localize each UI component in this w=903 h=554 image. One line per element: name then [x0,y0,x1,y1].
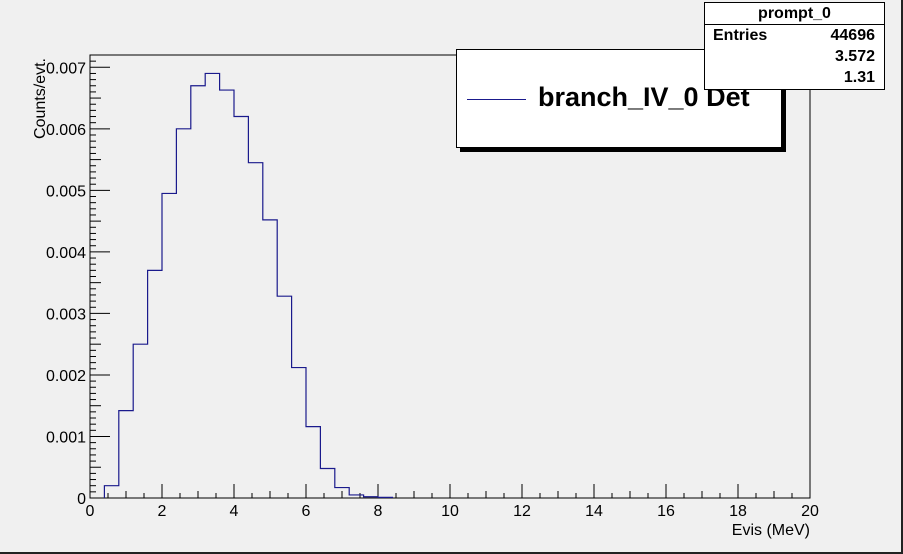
stats-row: 1.31 [705,67,884,88]
stats-value: 1.31 [843,69,875,86]
x-tick-label: 16 [657,503,675,520]
x-tick-label: 8 [374,503,383,520]
stats-label: Entries [713,27,768,44]
histogram-series [103,72,393,498]
y-tick-label: 0.002 [46,368,86,385]
y-tick-label: 0.004 [46,245,86,262]
y-tick-label: 0.006 [46,122,86,139]
x-tick-label: 6 [302,503,311,520]
y-tick-label: 0.003 [46,306,86,323]
stats-value: 3.572 [834,48,875,65]
x-tick-label: 14 [585,503,603,520]
x-tick-label: 20 [801,503,819,520]
stats-value: 44696 [830,27,876,44]
x-tick-label: 18 [729,503,747,520]
y-tick-label: 0 [77,491,86,508]
stats-title: prompt_0 [705,3,884,25]
legend-swatch [467,66,526,132]
y-axis-label: Counts/evt. [32,58,49,139]
x-tick-label: 2 [158,503,167,520]
stats-row: Entries 44696 [705,25,884,46]
stats-box: prompt_0 Entries 44696 3.572 1.31 [704,2,885,90]
y-tick-label: 0.005 [46,183,86,200]
x-tick-label: 10 [441,503,459,520]
y-tick-label: 0.007 [46,60,86,77]
x-axis-label: Evis (MeV) [732,522,810,539]
x-tick-label: 0 [86,503,95,520]
stats-row: 3.572 [705,46,884,67]
y-tick-label: 0.001 [46,429,86,446]
x-tick-label: 12 [513,503,531,520]
x-tick-label: 4 [230,503,239,520]
